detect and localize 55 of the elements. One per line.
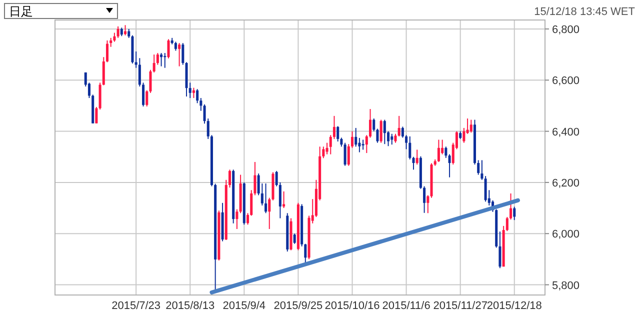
candlestick <box>368 108 372 138</box>
x-tick-label: 2015/9/4 <box>222 300 266 312</box>
candlestick <box>480 160 484 180</box>
y-tick-label: 6,800 <box>552 24 580 36</box>
text: 15/12/18 13:45 WET <box>534 6 636 18</box>
candlestick <box>138 58 141 88</box>
candlestick <box>362 139 364 150</box>
candlestick <box>448 154 451 178</box>
x-tick-label: 2015/12/18 <box>486 300 542 312</box>
y-tick-label: 6,000 <box>552 228 580 241</box>
candlestick <box>477 160 480 176</box>
candlestick <box>365 134 368 154</box>
candlestick <box>282 190 286 209</box>
candlestick <box>470 119 472 134</box>
candlestick <box>116 26 120 38</box>
candlestick <box>513 206 516 221</box>
candlestick <box>160 52 163 67</box>
x-tick-label: 2015/11/6 <box>382 300 430 312</box>
y-tick-label: 6,400 <box>552 126 580 138</box>
candlestick <box>437 139 440 162</box>
candlestick <box>408 136 412 160</box>
y-tick-label: 6,600 <box>552 75 580 88</box>
x-tick-label: 2015/10/16 <box>324 300 380 312</box>
candlestick <box>380 119 382 144</box>
candlestick <box>401 126 404 138</box>
candlestick <box>167 38 170 59</box>
chart-title: 日足 <box>9 4 33 18</box>
candlestick <box>354 127 358 148</box>
candlestick <box>192 87 195 99</box>
x-tick-label: 2015/8/13 <box>166 300 215 312</box>
x-tick-label: 2015/9/25 <box>274 300 323 312</box>
candlestick <box>196 88 199 104</box>
candlestick <box>95 106 98 124</box>
candlestick <box>293 233 296 244</box>
y-tick-label: 5,800 <box>552 280 580 292</box>
x-tick-label: 2015/7/23 <box>112 300 161 312</box>
candlestick <box>462 127 466 144</box>
candlestick <box>510 192 512 220</box>
candlestick <box>142 82 145 107</box>
candlestick <box>423 186 426 214</box>
x-tick-label: 2015/11/27 <box>433 300 488 312</box>
candlestick <box>416 149 418 166</box>
candlestick <box>344 142 346 166</box>
candlestick <box>336 126 340 142</box>
y-tick-label: 6,200 <box>552 177 580 190</box>
candlestick <box>264 182 268 214</box>
candlestick <box>152 54 156 73</box>
candlestick <box>398 115 400 137</box>
candlestick <box>178 42 181 67</box>
candlestick <box>444 146 448 158</box>
candlestick <box>383 119 386 145</box>
dropdown: 日足 <box>4 3 118 19</box>
candlestick <box>484 176 487 202</box>
candlestick <box>236 208 238 230</box>
candlestick <box>164 52 166 68</box>
